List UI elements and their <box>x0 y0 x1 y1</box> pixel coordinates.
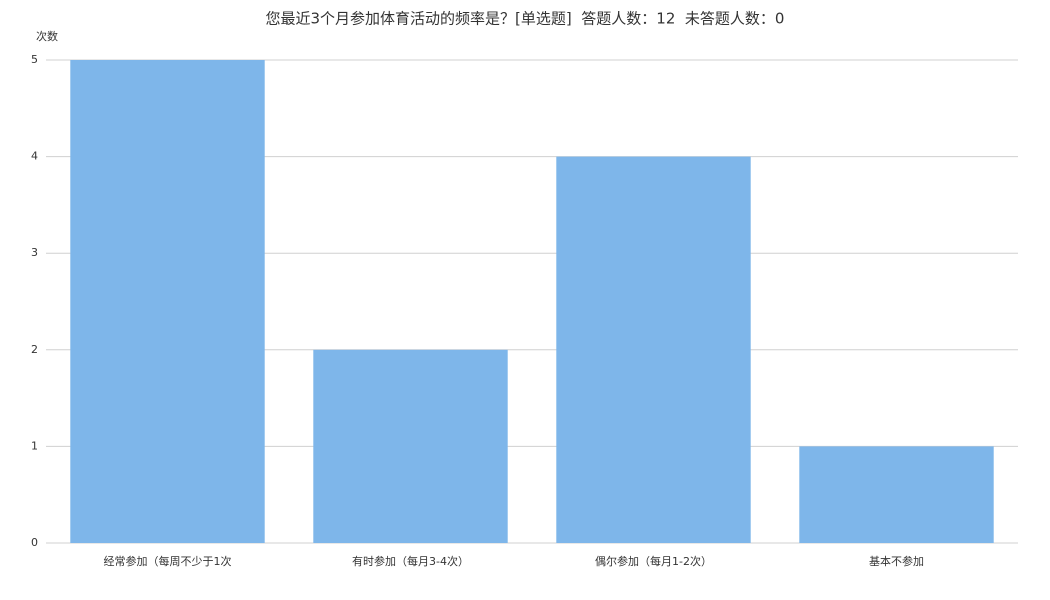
y-tick-label: 1 <box>31 439 38 452</box>
bar <box>313 349 508 543</box>
y-tick-label: 0 <box>31 536 38 549</box>
y-tick-label: 4 <box>31 150 38 163</box>
x-tick-label: 偶尔参加（每月1-2次） <box>595 554 712 568</box>
y-tick-label: 3 <box>31 246 38 259</box>
chart-title: 您最近3个月参加体育活动的频率是？[单选题] 答题人数：12 未答题人数：0 <box>266 10 785 28</box>
bar <box>70 60 265 543</box>
y-axis-label: 次数 <box>36 29 58 43</box>
x-tick-label: 基本不参加 <box>869 554 924 568</box>
x-tick-label: 经常参加（每周不少于1次 <box>104 554 232 568</box>
bar <box>799 446 994 543</box>
y-tick-label: 2 <box>31 343 38 356</box>
x-tick-label: 有时参加（每月3-4次） <box>352 554 469 568</box>
bar <box>556 156 751 543</box>
y-tick-label: 5 <box>31 53 38 66</box>
